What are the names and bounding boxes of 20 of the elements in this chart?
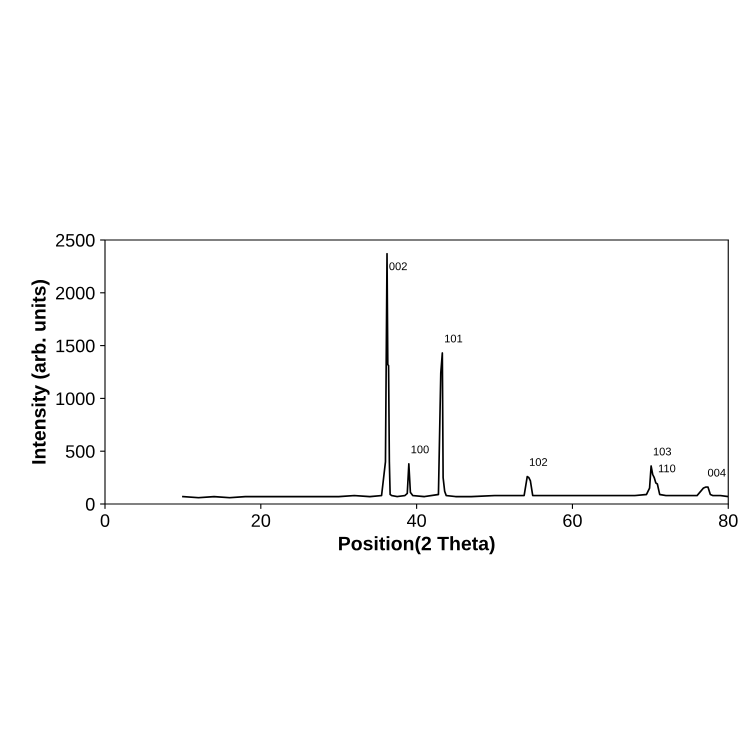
annotation: 004: [708, 468, 726, 477]
y-tick-label: 1500: [56, 340, 95, 352]
x-tick-label: 60: [563, 514, 582, 527]
x-tick-label: 80: [718, 514, 738, 527]
annotation: 101: [445, 334, 462, 342]
x-tick-label: 20: [252, 514, 270, 527]
y-tick-label: 1000: [56, 392, 95, 406]
x-axis-title: Position(2 Theta): [339, 536, 495, 554]
annotation: 110: [658, 464, 676, 472]
x-tick-label: 0: [100, 514, 110, 527]
y-tick-label: 500: [66, 445, 95, 458]
y-tick-label: 2000: [56, 286, 95, 300]
y-tick-label: 0: [86, 498, 95, 511]
y-tick-label: 2500: [56, 234, 95, 247]
y-axis-title: Intensity (arb. units): [31, 280, 50, 464]
annotation: 103: [654, 448, 672, 456]
annotation: 102: [530, 458, 548, 466]
annotation: 100: [412, 445, 429, 454]
annotation: 002: [389, 262, 407, 270]
x-tick-label: 40: [407, 514, 426, 527]
